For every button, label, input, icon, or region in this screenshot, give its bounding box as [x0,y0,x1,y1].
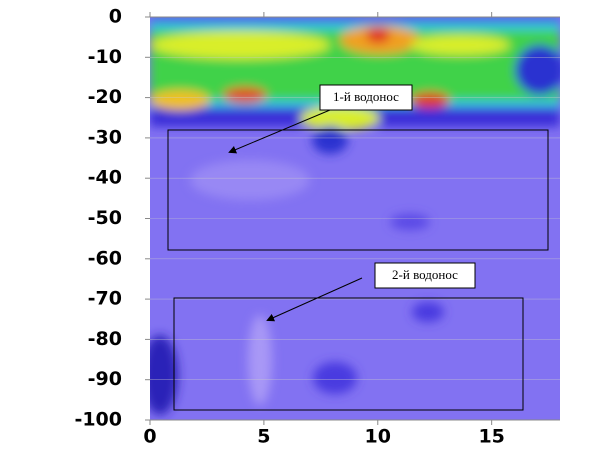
y-tick-label: -100 [74,409,122,431]
y-tick-label: -20 [88,86,122,108]
y-tick-label: -60 [88,247,122,269]
x-tick-label: 15 [478,426,504,448]
x-tick-label: 5 [257,426,270,448]
arrow [228,109,331,154]
y-tick-label: -70 [88,288,122,310]
y-tick-label: -80 [88,328,122,350]
axes: 0 -10 -20 -30 -40 -50 -60 -70 -80 -90 -100 0 5 10 15 [74,6,560,448]
y-tick-label: -90 [88,368,122,390]
y-tick-label: 0 [109,6,122,28]
region-box [167,129,549,251]
annotation-box [319,84,413,111]
contour-field [150,17,560,420]
x-tick-label: 0 [143,426,156,448]
region-box [173,297,524,411]
x-tick-label: 10 [365,426,391,448]
y-tick-label: -40 [88,167,122,189]
annotation: 2-й водонос [392,267,458,282]
annotation-box [374,262,476,289]
y-tick-label: -50 [88,207,122,229]
annotation: 1-й водонос [333,89,399,104]
arrow [266,277,363,322]
y-tick-label: -30 [88,126,122,148]
y-tick-label: -10 [88,46,122,68]
